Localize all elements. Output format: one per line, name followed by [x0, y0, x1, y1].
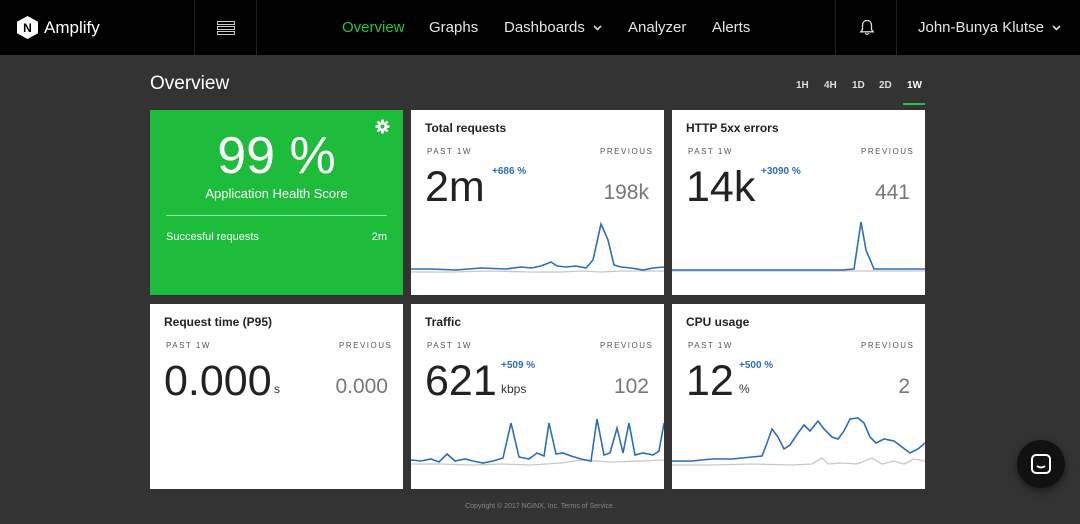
card-title: Total requests — [425, 121, 507, 135]
range-4h[interactable]: 4H — [824, 80, 837, 91]
range-1h[interactable]: 1H — [796, 80, 809, 91]
delta-percent: +3090 % — [761, 166, 801, 177]
divider — [896, 0, 897, 55]
previous-value: 2 — [898, 375, 910, 398]
nav-graphs[interactable]: Graphs — [429, 19, 479, 36]
previous-value: 0.000 — [335, 375, 388, 398]
nav-alerts[interactable]: Alerts — [712, 19, 751, 36]
user-name: John-Bunya Klutse — [918, 19, 1044, 36]
current-value: 621 — [425, 357, 497, 405]
current-value: 14k — [686, 163, 756, 211]
footer-copyright: Copyright © 2017 NGINX, Inc. Terms of Se… — [465, 503, 615, 510]
successful-requests-label: Succesful requests — [166, 231, 259, 243]
user-menu[interactable]: John-Bunya Klutse — [918, 0, 1061, 55]
range-2d[interactable]: 2D — [879, 80, 892, 91]
card-title: Traffic — [425, 315, 462, 329]
http-5xx-card[interactable]: HTTP 5xx errors PAST 1W PREVIOUS 14k +30… — [672, 110, 925, 295]
previous-series-line — [411, 270, 664, 273]
card-title: HTTP 5xx errors — [686, 121, 779, 135]
bell-icon — [859, 19, 874, 35]
sparkline-chart — [411, 221, 664, 273]
divider — [256, 0, 257, 55]
previous-period-label: PREVIOUS — [600, 147, 654, 156]
current-period-label: PAST 1W — [427, 341, 472, 350]
card-title: CPU usage — [686, 315, 750, 329]
nav-dashboards-label: Dashboards — [504, 19, 585, 36]
previous-period-label: PREVIOUS — [861, 147, 915, 156]
current-series-line — [672, 221, 925, 271]
nav-dashboards[interactable]: Dashboards — [504, 0, 602, 55]
divider — [194, 0, 195, 55]
chevron-down-icon — [1052, 24, 1061, 31]
chevron-down-icon — [593, 24, 602, 31]
total-requests-card[interactable]: Total requests PAST 1W PREVIOUS 2m +686 … — [411, 110, 664, 295]
menu-button[interactable] — [195, 0, 257, 55]
current-series-line — [672, 417, 925, 462]
sparkline-chart — [411, 418, 664, 466]
nginx-logo-icon: N — [17, 16, 38, 39]
traffic-card[interactable]: Traffic PAST 1W PREVIOUS 621 +509 % kbps… — [411, 304, 664, 489]
chat-icon — [1031, 454, 1051, 474]
range-1w[interactable]: 1W — [907, 80, 922, 91]
range-1d[interactable]: 1D — [852, 80, 865, 91]
notifications-button[interactable] — [836, 0, 897, 55]
delta-percent: +500 % — [739, 360, 774, 371]
current-period-label: PAST 1W — [427, 147, 472, 156]
previous-value: 198k — [603, 181, 649, 204]
sparkline-chart — [672, 221, 925, 272]
page-title: Overview — [150, 73, 230, 94]
value-unit: % — [739, 382, 750, 396]
current-period-label: PAST 1W — [688, 147, 733, 156]
sparkline-chart — [672, 417, 925, 466]
current-value: 12 — [686, 357, 734, 405]
successful-requests-value: 2m — [371, 231, 387, 243]
chat-button[interactable] — [1017, 440, 1065, 488]
top-bar: N Amplify Overview Graphs Dashboards Ana… — [0, 0, 1080, 55]
current-period-label: PAST 1W — [688, 341, 733, 350]
value-unit: s — [274, 382, 280, 396]
health-score-label: Application Health Score — [205, 186, 348, 201]
health-score-value: 99 % — [217, 127, 336, 185]
value-unit: kbps — [501, 382, 527, 396]
current-series-line — [411, 221, 664, 271]
nav-overview[interactable]: Overview — [342, 19, 405, 36]
range-selected-indicator — [903, 103, 925, 105]
health-score-card: 99 % Application Health Score Succesful … — [150, 110, 403, 295]
cpu-usage-card[interactable]: CPU usage PAST 1W PREVIOUS 12 +500 % % 2 — [672, 304, 925, 489]
delta-percent: +509 % — [501, 360, 536, 371]
delta-percent: +686 % — [492, 166, 527, 177]
previous-series-line — [672, 457, 925, 466]
previous-period-label: PREVIOUS — [600, 341, 654, 350]
current-value: 2m — [425, 163, 485, 211]
gear-icon[interactable] — [375, 119, 390, 134]
divider — [166, 215, 387, 216]
previous-period-label: PREVIOUS — [861, 341, 915, 350]
current-series-line — [411, 418, 664, 464]
previous-series-line — [411, 459, 664, 466]
card-title: Request time (P95) — [164, 315, 273, 329]
previous-period-label: PREVIOUS — [339, 341, 393, 350]
current-period-label: PAST 1W — [166, 341, 211, 350]
brand-name: Amplify — [44, 17, 100, 37]
divider — [835, 0, 836, 55]
brand[interactable]: N Amplify — [17, 16, 100, 39]
previous-value: 102 — [613, 375, 649, 398]
previous-value: 441 — [874, 181, 910, 204]
list-icon — [217, 20, 235, 35]
current-value: 0.000 — [164, 357, 272, 405]
nav-analyzer[interactable]: Analyzer — [628, 19, 687, 36]
request-time-card[interactable]: Request time (P95) PAST 1W PREVIOUS 0.00… — [150, 304, 403, 489]
logo-letter: N — [23, 20, 32, 35]
